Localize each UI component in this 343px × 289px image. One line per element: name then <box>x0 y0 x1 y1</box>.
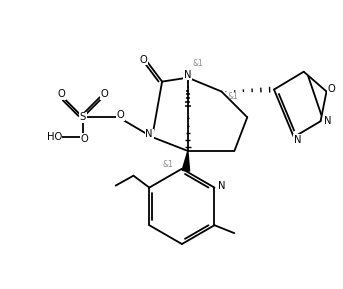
Text: N: N <box>218 181 225 191</box>
Text: &1: &1 <box>193 59 203 68</box>
Text: N: N <box>184 70 192 80</box>
Text: O: O <box>328 84 335 94</box>
Text: O: O <box>101 90 108 99</box>
Text: S: S <box>80 112 86 122</box>
Text: O: O <box>117 110 125 120</box>
Text: &1: &1 <box>227 92 238 101</box>
Text: N: N <box>145 129 153 139</box>
Text: &1: &1 <box>162 160 173 169</box>
Polygon shape <box>182 151 190 171</box>
Text: N: N <box>324 116 331 126</box>
Text: O: O <box>81 134 89 144</box>
Text: N: N <box>294 135 301 145</box>
Text: O: O <box>57 90 65 99</box>
Text: HO: HO <box>47 132 62 142</box>
Text: O: O <box>139 55 147 65</box>
